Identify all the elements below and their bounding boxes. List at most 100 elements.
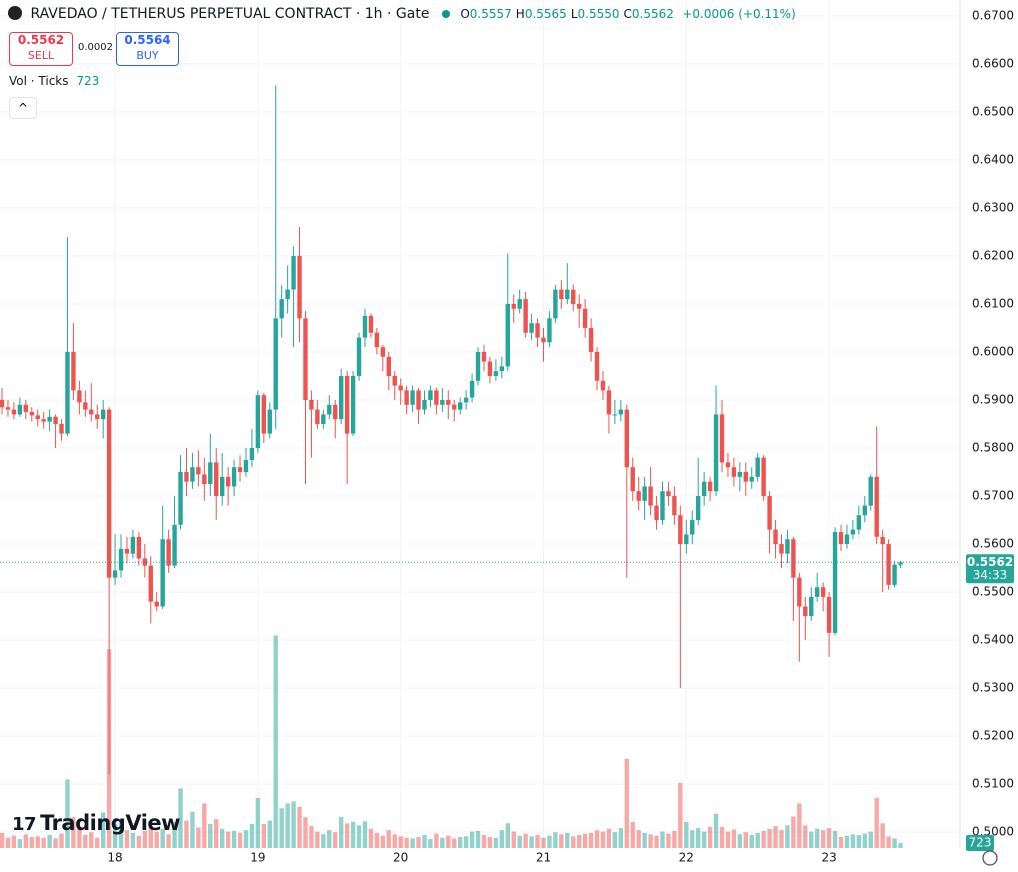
y-tick-label: 0.5700: [972, 489, 1014, 503]
buy-button[interactable]: 0.5564 BUY: [116, 32, 179, 66]
candle-body: [749, 476, 754, 482]
candle-body: [452, 404, 457, 410]
candle-body: [713, 414, 719, 492]
candle-body: [660, 491, 665, 521]
candle-body: [89, 409, 94, 415]
volume-bar: [672, 830, 677, 848]
candle-body: [160, 539, 165, 607]
candle-body: [666, 491, 671, 497]
candle-body: [59, 424, 64, 434]
candle-body: [571, 289, 576, 304]
volume-bar: [160, 828, 165, 848]
brand-icon: 17: [12, 814, 37, 835]
sell-button[interactable]: 0.5562 SELL: [9, 32, 73, 66]
candle-body: [559, 289, 564, 300]
countdown: 34:33: [973, 568, 1008, 582]
candle-body: [303, 318, 308, 400]
candle-body: [630, 467, 635, 492]
volume-bar: [719, 826, 725, 848]
candle-body: [600, 380, 606, 391]
candle-body: [214, 462, 219, 497]
candle-body: [820, 587, 826, 597]
volume-bar: [553, 832, 558, 848]
ohlc-legend: O0.5557 H0.5565 L0.5550 C0.5562: [460, 7, 678, 21]
candle-body: [898, 562, 903, 565]
volume-bar: [416, 837, 421, 848]
candle-body: [344, 375, 350, 434]
candle-body: [612, 414, 618, 416]
volume-bar: [95, 837, 100, 848]
volume-bar: [392, 834, 397, 848]
candle-body: [773, 529, 778, 545]
y-tick-label: 0.6200: [972, 248, 1014, 262]
volume-bar: [559, 834, 564, 848]
volume-bar: [434, 833, 439, 848]
volume-bar: [255, 797, 261, 848]
volume-bar: [0, 832, 5, 848]
candle-body: [178, 472, 183, 525]
candle-body: [814, 587, 820, 597]
candle-body: [499, 366, 505, 372]
volume-bar: [713, 813, 719, 848]
candle-body: [196, 467, 201, 475]
legend-value: 0.5550: [577, 7, 620, 21]
volume-bar: [362, 821, 368, 848]
candle-body: [148, 565, 153, 602]
volume-bar: [368, 828, 374, 848]
volume-bar: [636, 830, 641, 848]
candle-body: [291, 255, 296, 290]
candle-body: [386, 356, 391, 376]
candle-body: [338, 375, 344, 420]
candle-body: [826, 596, 832, 633]
x-tick-label: 21: [536, 851, 551, 865]
candle-body: [469, 380, 475, 398]
x-tick-label: 20: [393, 851, 408, 865]
volume-bar: [832, 830, 838, 848]
volume-bar: [678, 782, 683, 848]
volume-bar: [648, 834, 653, 848]
candle-body: [374, 332, 380, 348]
candle-body: [279, 299, 284, 319]
status-dot: [441, 10, 450, 18]
candle-body: [803, 606, 808, 617]
volume-bar: [291, 801, 296, 848]
volume-bar: [225, 831, 231, 848]
volume-bar: [11, 835, 17, 848]
candle-body: [100, 409, 106, 420]
candle-body: [106, 409, 112, 578]
volume-bar: [83, 834, 88, 848]
candle-body: [434, 390, 439, 405]
candle-body: [190, 467, 195, 482]
y-tick-label: 0.6600: [972, 56, 1014, 70]
candle-body: [398, 385, 403, 391]
volume-bar: [856, 834, 862, 848]
volume-bar: [321, 834, 326, 848]
candle-body: [225, 476, 231, 487]
candle-body: [535, 323, 540, 338]
y-tick-label: 0.6400: [972, 152, 1014, 166]
x-tick-label: 23: [821, 851, 836, 865]
volume-bar: [297, 806, 302, 848]
legend-key: L: [570, 7, 578, 21]
legend-value: 0.5562: [631, 7, 674, 21]
collapse-button[interactable]: ^: [9, 97, 37, 119]
candle-body: [95, 414, 100, 420]
candle-body: [862, 505, 867, 516]
volume-bar: [517, 835, 522, 848]
volume-bar: [695, 828, 701, 848]
candle-body: [422, 399, 427, 410]
volume-bar: [892, 838, 897, 848]
candle-body: [392, 375, 397, 386]
volume-bar: [576, 834, 582, 848]
brand-text: TradingView: [40, 811, 181, 835]
volume-value: 723: [76, 74, 100, 88]
volume-bar: [333, 832, 338, 848]
volume-bar: [315, 831, 320, 848]
candle-body: [440, 399, 445, 405]
volume-bar: [803, 825, 808, 848]
settings-button[interactable]: [982, 850, 998, 866]
volume-bar: [755, 832, 760, 848]
y-tick-label: 0.5200: [972, 729, 1014, 743]
candle-body: [124, 548, 130, 554]
candle-body: [690, 520, 695, 535]
